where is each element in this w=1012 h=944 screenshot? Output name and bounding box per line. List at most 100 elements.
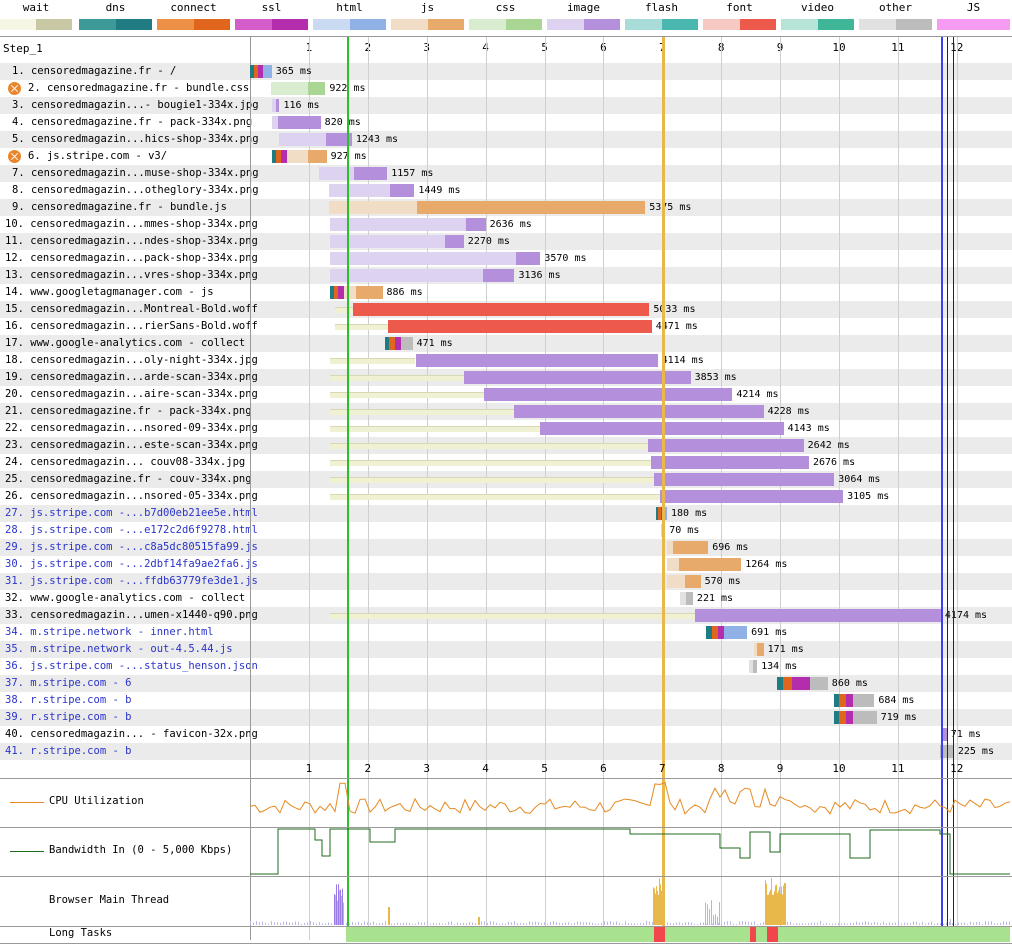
queued-wait: [330, 494, 660, 500]
request-label[interactable]: 11. censoredmagazin...ndes-shop-334x.png: [5, 235, 258, 247]
download-segment: [678, 558, 742, 571]
legend-label: ssl: [261, 1, 282, 14]
main-thread-spike: [382, 922, 383, 925]
request-label[interactable]: 25. censoredmagazine.fr - couv-334x.png: [5, 473, 252, 485]
download-segment: [307, 82, 326, 95]
main-thread-spike: [950, 919, 951, 925]
main-thread-spike: [502, 923, 503, 925]
main-thread-spike: [316, 923, 317, 925]
main-thread-spike: [448, 921, 449, 925]
legend-swatch: [547, 19, 620, 30]
request-label[interactable]: 30. js.stripe.com -...2dbf14fa9ae2fa6.js: [5, 558, 258, 570]
request-label[interactable]: 36. js.stripe.com -...status_henson.json: [5, 660, 258, 672]
request-label[interactable]: 33. censoredmagazin...umen-x1440-q90.png: [5, 609, 258, 621]
main-thread-spike: [660, 884, 661, 925]
request-label[interactable]: 35. m.stripe.network - out-4.5.44.js: [5, 643, 233, 655]
request-label[interactable]: 17. www.google-analytics.com - collect: [5, 337, 246, 349]
legend-swatch: [937, 19, 1010, 30]
main-thread-spike: [538, 921, 539, 925]
ttfb-segment: [667, 575, 685, 588]
main-thread-spike: [898, 921, 899, 925]
request-label[interactable]: 24. censoredmagazin... couv08-334x.jpg: [5, 456, 246, 468]
main-thread-spike: [628, 922, 629, 925]
download-segment: [444, 235, 464, 248]
request-label[interactable]: 5. censoredmagazin...hics-shop-334x.png: [12, 133, 259, 145]
axis-tick-bottom: 4: [482, 762, 489, 775]
request-label[interactable]: 32. www.google-analytics.com - collect: [5, 592, 246, 604]
main-thread-spike: [412, 923, 413, 925]
request-label[interactable]: 19. censoredmagazin...arde-scan-334x.png: [5, 371, 258, 383]
long-tasks-idle: [346, 927, 1010, 942]
main-thread-spike: [733, 923, 734, 925]
request-label[interactable]: 18. censoredmagazin...oly-night-334x.jpg: [5, 354, 258, 366]
request-label[interactable]: 14. www.googletagmanager.com - js: [5, 286, 214, 298]
request-label[interactable]: 27. js.stripe.com -...b7d00eb21ee5e.html: [5, 507, 258, 519]
download-segment: [388, 320, 652, 333]
duration-label: 70 ms: [669, 525, 700, 536]
request-label[interactable]: 9. censoredmagazine.fr - bundle.js: [12, 201, 227, 213]
main-thread-spike: [982, 923, 983, 925]
request-label[interactable]: 21. censoredmagazine.fr - pack-334x.png: [5, 405, 252, 417]
request-label[interactable]: 10. censoredmagazin...mmes-shop-334x.png: [5, 218, 258, 230]
queued-wait: [330, 358, 416, 364]
main-thread-spike: [777, 892, 778, 925]
main-thread-spike: [907, 922, 908, 925]
long-task-block: [654, 927, 665, 942]
main-thread-spike: [719, 902, 720, 925]
main-thread-spike: [331, 923, 332, 925]
request-label[interactable]: 23. censoredmagazin...este-scan-334x.png: [5, 439, 258, 451]
request-label[interactable]: 2. censoredmagazine.fr - bundle.css: [28, 82, 250, 94]
request-label[interactable]: 37. m.stripe.com - 6: [5, 677, 132, 689]
request-label[interactable]: 26. censoredmagazin...nsored-05-334x.png: [5, 490, 258, 502]
graph-separator: [0, 876, 1012, 877]
request-label[interactable]: 38. r.stripe.com - b: [5, 694, 132, 706]
connect-segment: [389, 337, 395, 350]
request-label[interactable]: 13. censoredmagazin...vres-shop-334x.png: [5, 269, 258, 281]
main-thread-spike: [289, 922, 290, 925]
dns-segment: [706, 626, 713, 639]
main-thread-spike: [463, 922, 464, 925]
request-label[interactable]: 7. censoredmagazin...muse-shop-334x.png: [12, 167, 259, 179]
main-thread-spike: [514, 921, 515, 925]
main-thread-spike: [706, 923, 707, 925]
main-thread-spike: [342, 888, 343, 925]
main-thread-spike: [592, 922, 593, 925]
grid-line: [603, 37, 605, 940]
request-label[interactable]: 3. censoredmagazin...- bougie1-334x.jpg: [12, 99, 259, 111]
duration-label: 820 ms: [324, 117, 361, 128]
request-label[interactable]: 39. r.stripe.com - b: [5, 711, 132, 723]
main-thread-spike: [341, 896, 342, 925]
main-thread-spike: [517, 923, 518, 925]
main-thread-spike: [262, 921, 263, 925]
request-label[interactable]: 41. r.stripe.com - b: [5, 745, 132, 757]
axis-tick-bottom: 8: [717, 762, 725, 775]
main-thread-spike: [785, 883, 786, 925]
request-label[interactable]: 16. censoredmagazin...rierSans-Bold.woff: [5, 320, 258, 332]
main-thread-spike: [493, 921, 494, 925]
request-label[interactable]: 31. js.stripe.com -...ffdb63779fe3de1.js: [5, 575, 258, 587]
request-label[interactable]: 15. censoredmagazin...Montreal-Bold.woff: [5, 303, 258, 315]
main-thread-spike: [403, 922, 404, 925]
request-label[interactable]: 22. censoredmagazin...nsored-09-334x.png: [5, 422, 258, 434]
main-thread-spike: [780, 893, 781, 925]
request-label[interactable]: 40. censoredmagazin... - favicon-32x.png: [5, 728, 258, 740]
duration-label: 696 ms: [712, 542, 749, 553]
request-label[interactable]: 28. js.stripe.com -...e172c2d6f9278.html: [5, 524, 258, 536]
main-thread-spike: [654, 888, 655, 925]
request-label[interactable]: 6. js.stripe.com - v3/: [28, 150, 168, 162]
error-icon: [8, 82, 21, 95]
request-label[interactable]: 20. censoredmagazin...aire-scan-334x.png: [5, 388, 258, 400]
graph-separator: [0, 827, 1012, 828]
main-thread-spike: [451, 921, 452, 925]
legend-label: css: [495, 1, 516, 14]
request-label[interactable]: 34. m.stripe.network - inner.html: [5, 626, 214, 638]
request-label[interactable]: 8. censoredmagazin...otheglory-334x.png: [12, 184, 259, 196]
axis-tick-bottom: 10: [832, 762, 846, 775]
main-thread-spike: [787, 921, 788, 925]
ssl-segment: [258, 65, 263, 78]
request-label[interactable]: 12. censoredmagazin...pack-shop-334x.png: [5, 252, 258, 264]
request-label[interactable]: 4. censoredmagazine.fr - pack-334x.png: [12, 116, 253, 128]
request-label[interactable]: 1. censoredmagazine.fr - /: [12, 65, 177, 77]
legend-swatch-dark: [36, 19, 72, 30]
request-label[interactable]: 29. js.stripe.com -...c8a5dc80515fa99.js: [5, 541, 258, 553]
